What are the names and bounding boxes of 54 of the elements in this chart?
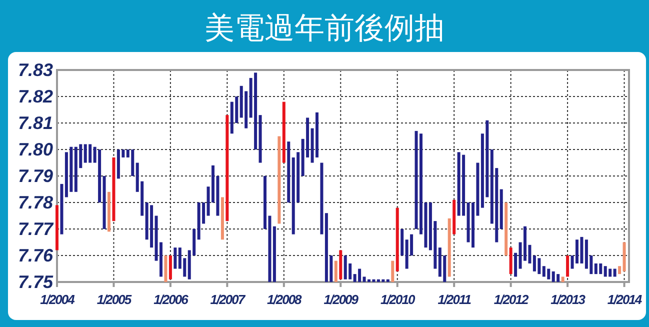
y-tick-label: 7.81 (18, 113, 53, 133)
bar (258, 115, 262, 163)
x-tick-label: 1/2010 (380, 292, 416, 307)
x-tick-label: 1/2009 (324, 292, 360, 307)
x-tick-label: 1/2007 (210, 292, 246, 307)
x-tick-label: 1/2012 (494, 292, 530, 307)
y-tick-label: 7.80 (18, 140, 53, 160)
bar (514, 252, 518, 277)
bar (500, 189, 503, 229)
x-tick-label: 1/2004 (40, 292, 76, 307)
y-tick-label: 7.82 (18, 86, 53, 106)
x-tick-label: 1/2008 (267, 292, 303, 307)
bar (287, 142, 290, 202)
bar (278, 136, 281, 224)
bar (282, 102, 286, 163)
y-tick-label: 7.78 (18, 192, 53, 212)
x-tick-label: 1/2006 (154, 292, 190, 307)
bar (112, 157, 116, 222)
y-tick-label: 7.77 (18, 219, 54, 239)
bar (272, 226, 276, 282)
bar (618, 266, 622, 274)
bar (108, 192, 110, 232)
bar (622, 242, 626, 272)
bar (320, 162, 324, 234)
x-tick-label: 1/2011 (438, 292, 472, 307)
bar (164, 256, 168, 282)
title: 美電過年前後例抽 (204, 11, 444, 46)
bar (334, 260, 338, 282)
bar (391, 260, 394, 282)
x-tick-label: 1/2005 (96, 292, 132, 307)
y-tick-label: 7.83 (18, 60, 53, 80)
bar (452, 200, 456, 234)
x-tick-label: 1/2014 (607, 292, 643, 307)
bar (226, 115, 229, 222)
y-tick-label: 7.76 (18, 246, 54, 266)
bar (561, 276, 564, 282)
bar (220, 197, 224, 240)
x-tick-label: 1/2013 (550, 292, 586, 307)
bar (448, 218, 451, 277)
bar (102, 176, 106, 229)
bar (504, 202, 508, 256)
bar (339, 250, 342, 280)
y-tick-label: 7.75 (18, 272, 54, 292)
bar (566, 256, 570, 277)
bar (60, 184, 64, 234)
bar (396, 208, 399, 272)
bar (613, 268, 616, 277)
bar (400, 229, 404, 256)
bar (168, 256, 172, 280)
bar (56, 205, 58, 250)
bar (509, 248, 512, 274)
bar (386, 279, 390, 282)
bar (174, 248, 177, 269)
y-tick-label: 7.79 (18, 166, 53, 186)
